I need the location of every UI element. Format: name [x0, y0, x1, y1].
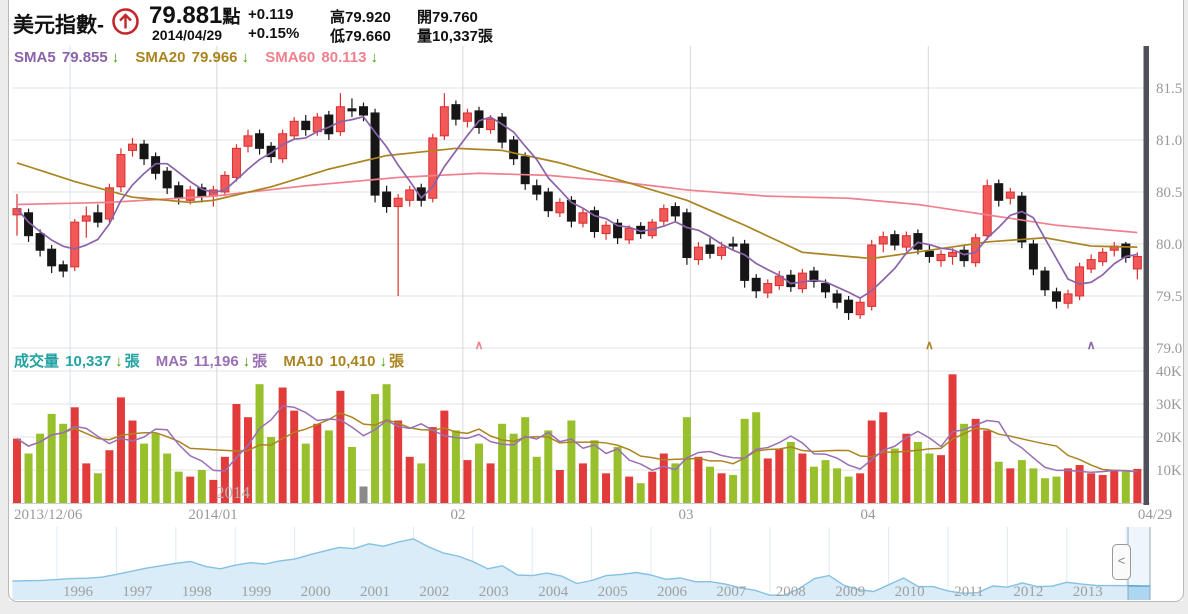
svg-text:2013: 2013 — [1073, 584, 1103, 600]
quote-date: 2014/04/29 — [152, 27, 223, 43]
svg-text:2001: 2001 — [360, 584, 390, 600]
watermark: 2014 — [216, 483, 251, 502]
price-ma-legend: SMA5 79.855 ↓ SMA20 79.966 ↓ SMA60 80.113 ↓ — [14, 49, 380, 66]
price-change-pct: +0.15% — [248, 25, 300, 42]
signal-markers: ∧ ∧ ∧ — [475, 338, 1096, 352]
svg-text:∧: ∧ — [1087, 338, 1096, 352]
price-change: +0.119 — [248, 6, 294, 23]
svg-text:∧: ∧ — [925, 338, 934, 352]
sma5-down-arrow-icon: ↓ — [111, 49, 120, 66]
volume-ma10-down-arrow-icon: ↓ — [379, 353, 387, 370]
svg-text:04/29: 04/29 — [1138, 507, 1172, 523]
svg-text:2009: 2009 — [835, 584, 865, 600]
volume-value-legend: 成交量 10,337 — [14, 353, 112, 370]
svg-text:1996: 1996 — [63, 584, 94, 600]
svg-text:30K: 30K — [1156, 397, 1182, 413]
day-volume: 量10,337張 — [417, 28, 493, 45]
volume-bars — [13, 374, 1142, 503]
sma60-down-arrow-icon: ↓ — [370, 49, 378, 66]
svg-text:20K: 20K — [1156, 430, 1182, 446]
svg-text:79.5: 79.5 — [1156, 289, 1182, 305]
price-ma-lines — [16, 115, 1138, 299]
last-price: 79.881點 — [149, 2, 241, 29]
svg-text:2014/01: 2014/01 — [188, 507, 237, 523]
volume-ma10-legend: MA10 10,410 — [283, 353, 376, 370]
svg-text:2012: 2012 — [1013, 584, 1043, 600]
svg-text:80.5: 80.5 — [1156, 185, 1182, 201]
overview-slider-handle[interactable]: < — [1112, 544, 1131, 580]
volume-ma5-legend: MA5 11,196 — [155, 353, 239, 370]
volume-down-arrow-icon: ↓ — [115, 353, 123, 370]
svg-text:2006: 2006 — [657, 584, 688, 600]
svg-text:2013/12/06: 2013/12/06 — [14, 507, 83, 523]
instrument-title: 美元指數- — [13, 14, 104, 37]
svg-text:2008: 2008 — [776, 584, 806, 600]
volume-ma10-unit: 張 — [388, 353, 404, 370]
day-high: 高79.920 — [330, 9, 391, 26]
day-low: 低79.660 — [330, 28, 391, 45]
svg-text:2002: 2002 — [419, 584, 449, 600]
sma5-legend: SMA5 79.855 — [14, 49, 108, 66]
svg-text:∧: ∧ — [475, 338, 484, 352]
svg-text:2010: 2010 — [895, 584, 925, 600]
day-open: 開79.760 — [417, 9, 478, 26]
volume-unit: 張 — [124, 353, 140, 370]
volume-ma5-unit: 張 — [252, 353, 268, 370]
svg-text:81.0: 81.0 — [1156, 133, 1182, 149]
svg-text:10K: 10K — [1156, 463, 1182, 479]
volume-ma-lines — [16, 405, 1138, 474]
sma60-legend: SMA60 80.113 — [265, 49, 367, 66]
svg-text:80.0: 80.0 — [1156, 237, 1182, 253]
overview-selection-window[interactable] — [12, 527, 1151, 600]
svg-text:2007: 2007 — [716, 584, 747, 600]
overview-chart: 1996 1997 1998 1999 2000 2001 2002 2003 2004 2005… — [12, 527, 1150, 600]
volume-legend: 成交量 10,337 ↓ 張 MA5 11,196 ↓ 張 MA10 10,410 ↓ 張 — [14, 350, 406, 371]
svg-text:1998: 1998 — [182, 584, 212, 600]
svg-text:40K: 40K — [1156, 364, 1182, 380]
svg-text:2000: 2000 — [301, 584, 331, 600]
svg-text:04: 04 — [861, 507, 877, 523]
svg-text:1999: 1999 — [241, 584, 271, 600]
svg-text:2014: 2014 — [216, 483, 251, 502]
svg-text:79.0: 79.0 — [1156, 341, 1182, 357]
current-date-cursor — [1143, 46, 1149, 505]
sma20-legend: SMA20 79.966 — [135, 49, 238, 66]
svg-text:1997: 1997 — [122, 584, 153, 600]
svg-text:2011: 2011 — [954, 584, 983, 600]
svg-text:2003: 2003 — [479, 584, 509, 600]
svg-text:02: 02 — [451, 507, 466, 523]
svg-text:2005: 2005 — [598, 584, 628, 600]
price-unit: 點 — [222, 7, 241, 27]
sma20-down-arrow-icon: ↓ — [241, 49, 250, 66]
candlesticks — [12, 93, 1142, 320]
volume-ma5-down-arrow-icon: ↓ — [242, 353, 251, 370]
svg-text:2004: 2004 — [538, 584, 569, 600]
axis-labels: 81.5 81.0 80.5 80.0 79.5 79.0 40K 30K 20K 10K 2013… — [14, 81, 1182, 523]
up-arrow-icon — [111, 7, 140, 41]
svg-text:03: 03 — [679, 507, 694, 523]
svg-text:81.5: 81.5 — [1156, 81, 1182, 97]
